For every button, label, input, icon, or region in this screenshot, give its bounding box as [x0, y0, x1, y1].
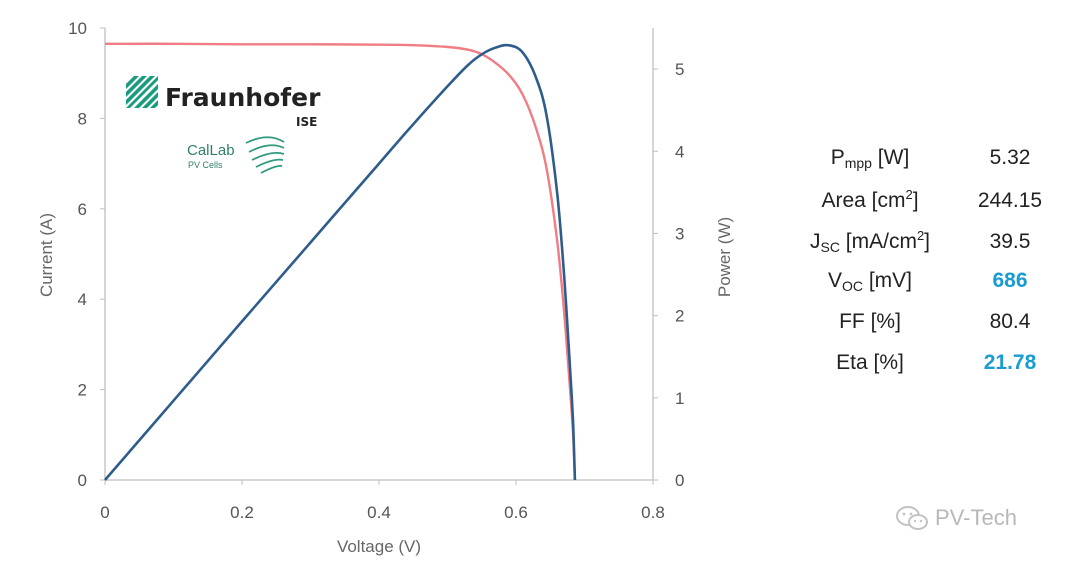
- fraunhofer-logo: Fraunhofer ISE CalLab PV Cells: [126, 76, 321, 174]
- result-label: VOC [mV]: [827, 269, 913, 294]
- fraunhofer-logo-icon: [126, 76, 158, 108]
- results-row: Area [cm2] 244.15: [790, 187, 1070, 228]
- result-label: Pmpp [W]: [830, 146, 910, 171]
- y-axis-title: Current (A): [37, 213, 56, 297]
- x-axis-title: Voltage (V): [337, 537, 421, 556]
- results-row: VOC [mV] 686: [790, 269, 1070, 310]
- y-tick-label: 10: [68, 19, 87, 38]
- y2-tick-label: 0: [675, 471, 684, 490]
- callab-rays-icon: [245, 136, 285, 174]
- result-value: 21.78: [983, 351, 1037, 374]
- result-value: 39.5: [989, 230, 1031, 253]
- y-tick-label: 8: [78, 109, 87, 128]
- result-label: Area [cm2]: [821, 187, 919, 212]
- result-label: JSC [mA/cm2]: [809, 228, 931, 255]
- result-value: 244.15: [977, 189, 1043, 212]
- y2-tick-label: 3: [675, 224, 684, 243]
- y2-tick-label: 4: [675, 142, 684, 161]
- result-label: FF [%]: [839, 310, 901, 333]
- current-curve: [104, 42, 577, 481]
- result-label: Eta [%]: [836, 351, 904, 374]
- results-row: Pmpp [W] 5.32: [790, 146, 1070, 187]
- result-value: 80.4: [989, 310, 1031, 333]
- x-tick-label: 0.2: [230, 503, 254, 522]
- callab-name: CalLab: [187, 142, 235, 159]
- y2-tick-label: 2: [675, 307, 684, 326]
- y-tick-label: 2: [78, 381, 87, 400]
- y-tick-label: 6: [78, 200, 87, 219]
- y2-tick-label: 5: [675, 60, 684, 79]
- callab-sub: PV Cells: [188, 160, 223, 170]
- x-tick-label: 0.4: [367, 503, 391, 522]
- power-curve: [104, 43, 577, 481]
- x-tick-label: 0: [100, 503, 109, 522]
- results-row: FF [%] 80.4: [790, 310, 1070, 351]
- watermark: PV-Tech: [895, 505, 1017, 531]
- y2-axis-title: Power (W): [715, 217, 734, 297]
- result-value: 5.32: [989, 146, 1031, 169]
- results-row: Eta [%] 21.78: [790, 351, 1070, 392]
- wechat-icon: [896, 506, 928, 530]
- y2-tick-label: 1: [675, 389, 684, 408]
- results-table: Pmpp [W] 5.32 Area [cm2] 244.15 JSC [mA/cm2]…: [790, 146, 1070, 392]
- fraunhofer-name: Fraunhofer: [165, 83, 321, 112]
- y-tick-label: 4: [78, 290, 87, 309]
- x-tick-label: 0.6: [504, 503, 528, 522]
- x-tick-label: 0.8: [641, 503, 665, 522]
- y-tick-label: 0: [78, 471, 87, 490]
- fraunhofer-suffix: ISE: [296, 115, 317, 129]
- results-row: JSC [mA/cm2] 39.5: [790, 228, 1070, 269]
- result-value: 686: [992, 269, 1028, 292]
- watermark-text: PV-Tech: [935, 505, 1017, 530]
